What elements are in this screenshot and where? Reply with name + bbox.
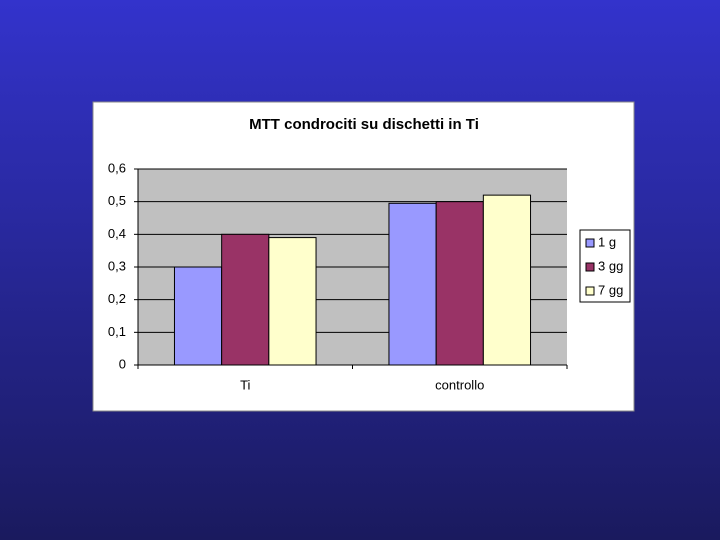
bar <box>435 201 484 366</box>
y-tick-label: 0,2 <box>108 291 126 306</box>
y-tick-label: 0 <box>119 356 126 371</box>
y-tick-label: 0,1 <box>108 324 126 339</box>
legend-label: 7 gg <box>598 282 623 297</box>
y-tick-label: 0,5 <box>108 193 126 208</box>
legend-swatch <box>585 262 595 272</box>
legend-label: 1 g <box>598 234 616 249</box>
y-tick-label: 0,3 <box>108 258 126 273</box>
x-tick-label: Ti <box>240 377 250 392</box>
bar <box>482 194 532 366</box>
x-tick-label: controllo <box>435 377 484 392</box>
y-tick-label: 0,6 <box>108 160 126 175</box>
bar <box>173 266 223 366</box>
legend-swatch <box>585 286 595 296</box>
bar <box>268 237 317 366</box>
legend-label: 3 gg <box>598 258 623 273</box>
bar <box>221 233 270 366</box>
bar <box>388 202 437 366</box>
y-tick-label: 0,4 <box>108 226 126 241</box>
chart-title: MTT condrociti su dischetti in Ti <box>249 116 479 133</box>
legend-swatch <box>585 238 595 248</box>
